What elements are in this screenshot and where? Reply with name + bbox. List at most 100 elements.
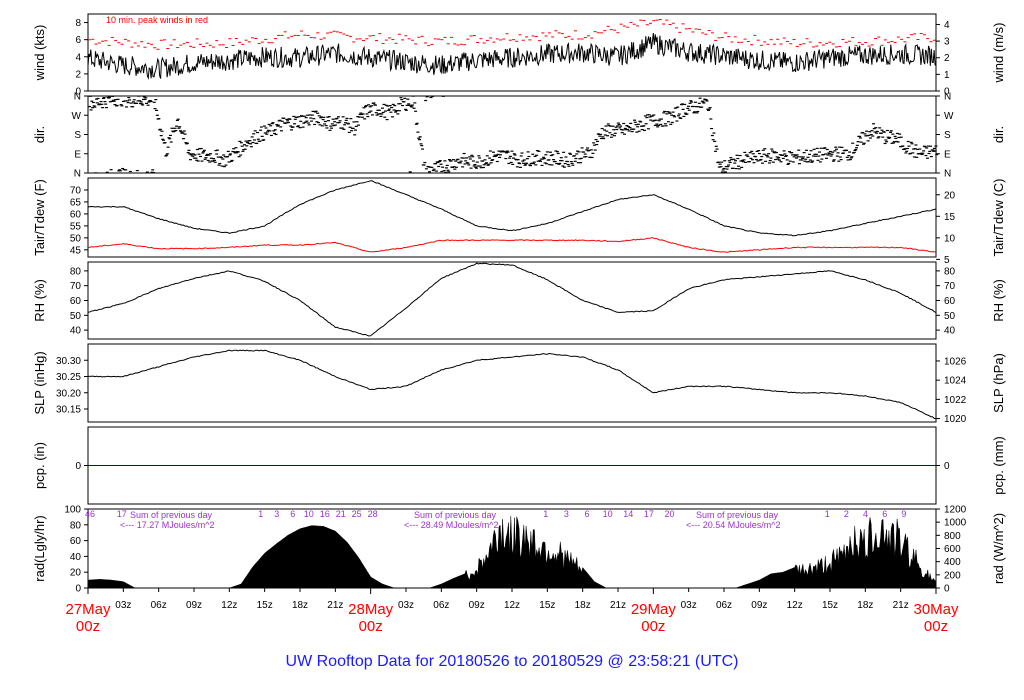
slp-frame <box>87 343 937 423</box>
pcp-ylabel-left: pcp. (in) <box>32 442 47 489</box>
temp-tick-label-left: 65 <box>70 197 82 208</box>
wind-ylabel-left: wind (kts) <box>32 25 47 82</box>
temp-ylabel-right: Tair/Tdew (C) <box>991 178 1006 256</box>
rh-tick-label-left: 80 <box>70 266 82 277</box>
dir-tick-label-right: E <box>944 149 951 160</box>
slp-tick-label-left: 30.15 <box>56 405 81 416</box>
rad-note-title: Sum of previous day <box>130 510 213 520</box>
day-label-date: 27May <box>65 601 111 618</box>
hour-tick-label: 03z <box>398 600 414 611</box>
rad-cumulative-label: 25 <box>352 509 362 519</box>
rad-note-total: <--- 20.54 MJoules/m^2 <box>686 520 781 530</box>
hour-tick-label: 18z <box>292 600 308 611</box>
temp-tick-label-left: 70 <box>70 185 82 196</box>
rh-tick-label-right: 70 <box>944 281 956 292</box>
rad-tick-label-right: 1200 <box>944 505 967 516</box>
hour-tick-label: 18z <box>575 600 591 611</box>
temp-tick-label-left: 50 <box>70 233 82 244</box>
rh-tick-label-right: 40 <box>944 326 956 337</box>
slp-ylabel-left: SLP (inHg) <box>32 351 47 414</box>
rad-note-title: Sum of previous day <box>696 510 779 520</box>
rad-tick-label-left: 0 <box>75 584 81 595</box>
rad-cumulative-label: 10 <box>603 509 613 519</box>
rh-tick-label-right: 50 <box>944 311 956 322</box>
temp-tick-label-right: 5 <box>944 255 950 266</box>
rad-cumulative-label: 6 <box>585 509 590 519</box>
pcp-tick-label-left: 0 <box>75 461 81 472</box>
rad-note-total: <--- 17.27 MJoules/m^2 <box>120 520 215 530</box>
hour-tick-label: 06z <box>433 600 449 611</box>
radiation-area <box>87 515 937 589</box>
rad-tick-label-left: 20 <box>70 568 82 579</box>
day-label-date: 28May <box>348 601 394 618</box>
slp-tick-label-right: 1026 <box>944 356 967 367</box>
rad-tick-label-right: 200 <box>944 570 961 581</box>
dir-tick-label-left: N <box>74 169 81 180</box>
hour-tick-label: 06z <box>151 600 167 611</box>
dir-tick-label-left: E <box>74 149 81 160</box>
dir-tick-label-right: S <box>944 130 951 141</box>
temp-ylabel-left: Tair/Tdew (F) <box>32 179 47 256</box>
temp-line <box>87 237 937 253</box>
hour-tick-label: 15z <box>539 600 555 611</box>
temp-series-3 <box>87 180 937 237</box>
wind-tick-label-right: 3 <box>944 37 950 48</box>
slp-tick-label-left: 30.25 <box>56 372 81 383</box>
hour-tick-label: 15z <box>822 600 838 611</box>
hour-tick-label: 12z <box>221 600 237 611</box>
rad-tick-label-right: 0 <box>944 584 950 595</box>
wind-tick-label-left: 6 <box>75 35 81 46</box>
wind-series-1 <box>87 32 937 80</box>
temp-tick-label-left: 55 <box>70 221 82 232</box>
rad-tick-label-left: 80 <box>70 520 82 531</box>
dir-series-2 <box>88 95 939 174</box>
slp-series-6 <box>87 349 937 420</box>
dir-tick-label-right: N <box>944 92 951 103</box>
rh-line <box>87 262 937 337</box>
rad-cumulative-label: 14 <box>623 509 633 519</box>
dir-tick-label-left: W <box>72 111 82 122</box>
rad-cumulative-label: 3 <box>274 509 279 519</box>
hour-tick-label: 21z <box>893 600 909 611</box>
rad-cumulative-label: 20 <box>664 509 674 519</box>
day-label-date: 29May <box>631 601 677 618</box>
rad-ylabel-left: rad(Lgly/hr) <box>32 515 47 581</box>
slp-line <box>87 349 937 420</box>
rh-tick-label-left: 70 <box>70 281 82 292</box>
dir-tick-label-right: N <box>944 169 951 180</box>
hour-tick-label: 09z <box>186 600 202 611</box>
temp-tick-label-right: 20 <box>944 190 956 201</box>
rh-tick-label-left: 40 <box>70 326 82 337</box>
wind-tick-label-left: 2 <box>75 69 81 80</box>
rad-cumulative-label: 4 <box>863 509 868 519</box>
hour-tick-label: 03z <box>115 600 131 611</box>
wind-ylabel-right: wind (m/s) <box>991 23 1006 84</box>
rh-tick-label-right: 80 <box>944 266 956 277</box>
slp-tick-label-right: 1024 <box>944 376 967 387</box>
slp-tick-label-right: 1020 <box>944 414 967 425</box>
hour-tick-label: 09z <box>751 600 767 611</box>
pcp-ylabel-right: pcp. (mm) <box>991 436 1006 495</box>
rad-cumulative-label: 17 <box>644 509 654 519</box>
rad-cumulative-label: 10 <box>304 509 314 519</box>
slp-ylabel-right: SLP (hPa) <box>991 353 1006 413</box>
wind-tick-label-right: 4 <box>944 20 950 31</box>
rad-cumulative-label: 2 <box>844 509 849 519</box>
rad-cumulative-label: 1 <box>825 509 830 519</box>
hour-tick-label: 06z <box>716 600 732 611</box>
wind-tick-label-right: 0 <box>944 87 950 98</box>
rad-cumulative-label: 16 <box>320 509 330 519</box>
chart-caption: UW Rooftop Data for 20180526 to 20180529… <box>286 653 739 670</box>
dir-tick-label-left: N <box>74 92 81 103</box>
rh-ylabel-right: RH (%) <box>991 279 1006 322</box>
hour-tick-label: 18z <box>857 600 873 611</box>
slp-tick-label-left: 30.30 <box>56 356 81 367</box>
rad-cumulative-label: 1 <box>543 509 548 519</box>
day-label-time: 00z <box>924 618 948 635</box>
temp-tick-label-left: 60 <box>70 209 82 220</box>
rad-note-total: <--- 28.49 MJoules/m^2 <box>404 520 499 530</box>
wind-series-0 <box>88 18 936 50</box>
rad-cumulative-label: 21 <box>336 509 346 519</box>
pcp-tick-label-right: 0 <box>944 461 950 472</box>
rad-tick-label-right: 800 <box>944 531 961 542</box>
